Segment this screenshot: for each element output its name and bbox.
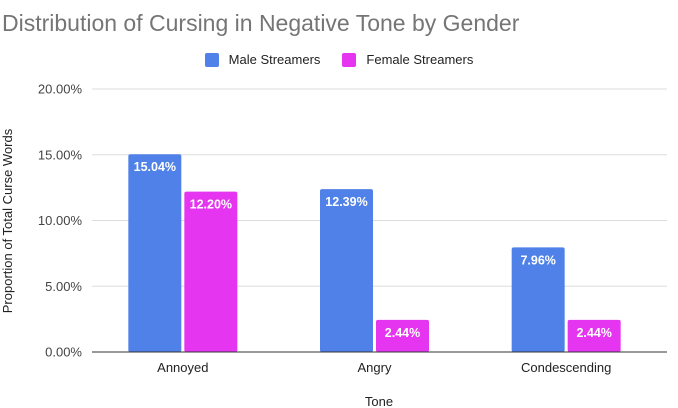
data-label: 12.20%	[190, 198, 232, 212]
bar-male[interactable]	[511, 247, 565, 352]
x-category-label: Angry	[358, 360, 392, 375]
bar-female[interactable]	[567, 319, 621, 352]
data-label: 7.96%	[520, 253, 555, 267]
data-label: 2.44%	[385, 326, 420, 340]
x-axis-categories: Annoyed Angry Condescending	[157, 360, 611, 375]
y-tick-label: 0.00%	[45, 345, 82, 360]
legend-label-male: Male Streamers	[228, 52, 321, 67]
y-axis-title: Proportion of Total Curse Words	[0, 128, 15, 313]
data-label: 2.44%	[576, 326, 611, 340]
legend: Male Streamers Female Streamers	[0, 52, 678, 67]
bar-male[interactable]	[128, 154, 182, 352]
bar-female[interactable]	[376, 319, 429, 352]
bars: 15.04% 12.20% 12.39% 2.44% 7.96% 2.44%	[128, 154, 621, 352]
data-label: 15.04%	[134, 160, 176, 174]
y-tick-label: 10.00%	[38, 213, 83, 228]
bar-female[interactable]	[184, 191, 238, 352]
y-tick-label: 5.00%	[45, 279, 82, 294]
x-category-label: Condescending	[521, 360, 611, 375]
data-label: 12.39%	[325, 195, 367, 209]
legend-item-female[interactable]: Female Streamers	[342, 52, 473, 67]
bar-male[interactable]	[320, 189, 373, 352]
legend-label-female: Female Streamers	[366, 52, 474, 67]
y-tick-label: 20.00%	[38, 82, 83, 97]
legend-swatch-male	[204, 52, 219, 67]
chart-title: Distribution of Cursing in Negative Tone…	[2, 10, 520, 36]
legend-item-male[interactable]: Male Streamers	[204, 52, 321, 67]
y-axis-ticks: 0.00% 5.00% 10.00% 15.00% 20.00%	[38, 82, 83, 360]
x-axis-title: Tone	[365, 394, 393, 408]
legend-swatch-female	[342, 52, 357, 67]
x-category-label: Annoyed	[157, 360, 208, 375]
y-tick-label: 15.00%	[38, 147, 83, 162]
